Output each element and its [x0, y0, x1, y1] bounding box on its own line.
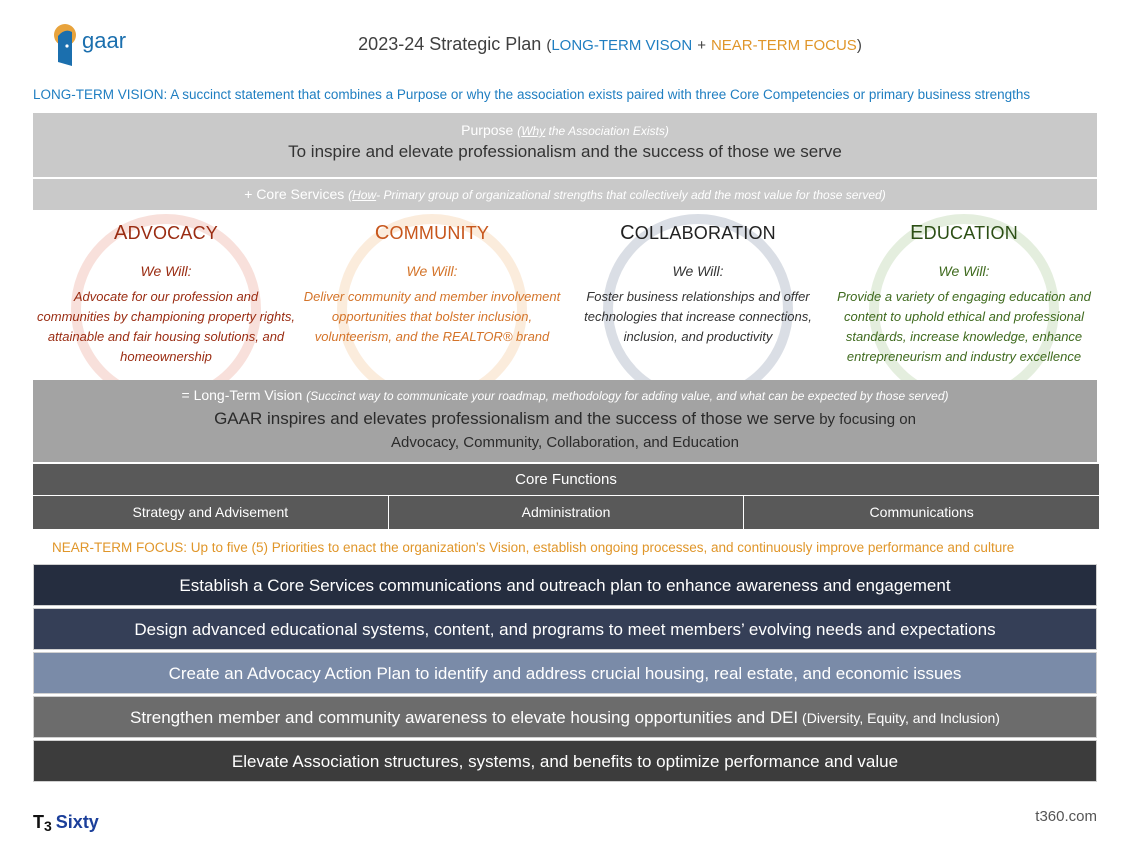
logo-text: gaar — [82, 28, 127, 53]
priority-item: Elevate Association structures, systems,… — [33, 740, 1097, 782]
core-services-note-rest: - Primary group of organizational streng… — [376, 188, 886, 202]
priority-item: Create an Advocacy Action Plan to identi… — [33, 652, 1097, 694]
core-services-band: + Core Services (How- Primary group of o… — [33, 179, 1097, 210]
purpose-label-text: Purpose — [461, 122, 514, 138]
core-functions-header: Core Functions — [33, 464, 1099, 495]
pillar-title: EDUCATION — [831, 222, 1097, 245]
gaar-door-logo-icon — [54, 24, 76, 66]
pillar-title-cap: A — [114, 222, 128, 244]
purpose-note-why: Why — [521, 124, 546, 138]
priority-item: Establish a Core Services communications… — [33, 564, 1097, 606]
priority-text: Establish a Core Services communications… — [179, 576, 951, 595]
function-communications: Communications — [869, 504, 974, 520]
vision-statement: GAAR inspires and elevates professionali… — [33, 409, 1097, 429]
priority-text: Design advanced educational systems, con… — [134, 620, 996, 639]
purpose-statement: To inspire and elevate professionalism a… — [288, 142, 842, 161]
pillar-description: Advocate for our profession and communit… — [37, 289, 295, 364]
title-plus: + — [697, 37, 706, 54]
pillar-title-cap: C — [374, 222, 390, 244]
priority-text: Create an Advocacy Action Plan to identi… — [168, 664, 962, 683]
purpose-band: Purpose (Why the Association Exists) To … — [33, 113, 1097, 177]
brand-t: T — [33, 812, 44, 832]
priorities-list: Establish a Core Services communications… — [33, 564, 1097, 784]
pillar-title-cap: C — [620, 222, 635, 244]
pillar-education: EDUCATION We Will: Provide a variety of … — [831, 210, 1097, 404]
gaar-logo[interactable]: gaar — [52, 22, 126, 66]
priority-text: Strengthen member and community awarenes… — [130, 708, 799, 727]
priority-text: Elevate Association structures, systems,… — [231, 752, 899, 771]
vision-focus-areas: Advocacy, Community, Collaboration, and … — [391, 434, 739, 451]
purpose-note-open: ( — [517, 124, 522, 138]
footer-url[interactable]: t360.com — [1035, 808, 1097, 825]
purpose-note-rest: the Association Exists) — [545, 124, 669, 138]
pillar-title: COLLABORATION — [565, 222, 831, 245]
vision-label-note: (Succinct way to communicate your roadma… — [306, 389, 949, 403]
page-title: 2023-24 Strategic Plan (LONG-TERM VISON … — [0, 34, 1128, 55]
pillar-description: Foster business relationships and offer … — [584, 289, 812, 344]
pillar-title-rest: DVOCACY — [127, 223, 218, 243]
header: gaar 2023-24 Strategic Plan (LONG-TERM V… — [0, 0, 1128, 80]
title-long-term: LONG-TERM VISON — [551, 37, 693, 54]
pillar-we-will: We Will: — [406, 263, 458, 279]
pillar-title-rest: OMMUNITY — [389, 223, 490, 243]
pillar-title-cap: E — [910, 222, 924, 244]
core-functions-list: Strategy and Advisement Administration C… — [33, 496, 1099, 529]
brand-sixty: Sixty — [55, 812, 99, 832]
title-open-paren: ( — [546, 37, 552, 54]
pillar-we-will: We Will: — [140, 263, 192, 279]
pillar-collaboration: COLLABORATION We Will: Foster business r… — [565, 210, 831, 404]
title-near-term: NEAR-TERM FOCUS — [710, 37, 857, 54]
priority-item: Strengthen member and community awarenes… — [33, 696, 1097, 738]
title-close-paren: ) — [856, 37, 862, 54]
core-services-note-open: ( — [348, 188, 353, 202]
priority-item: Design advanced educational systems, con… — [33, 608, 1097, 650]
t3-sixty-logo[interactable]: T3 Sixty — [33, 812, 99, 834]
core-services-label: + Core Services — [244, 186, 345, 202]
near-term-focus-definition: NEAR-TERM FOCUS: Up to five (5) Prioriti… — [52, 540, 1015, 555]
function-strategy-advisement: Strategy and Advisement — [33, 496, 389, 529]
pillar-description: Provide a variety of engaging education … — [837, 289, 1091, 364]
pillar-title: COMMUNITY — [299, 222, 565, 245]
pillar-we-will: We Will: — [672, 263, 724, 279]
title-main: 2023-24 Strategic Plan — [358, 34, 542, 54]
pillar-title: ADVOCACY — [33, 222, 299, 245]
priority-text-note: (Diversity, Equity, and Inclusion) — [798, 710, 1000, 726]
core-services-note-how: How — [352, 188, 377, 202]
vision-statement-tail: by focusing on — [815, 411, 916, 428]
pillar-description: Deliver community and member involvement… — [303, 289, 561, 344]
vision-statement-main: GAAR inspires and elevates professionali… — [214, 409, 816, 428]
pillar-title-rest: OLLABORATION — [634, 223, 776, 243]
pillar-community: COMMUNITY We Will: Deliver community and… — [299, 210, 565, 404]
pillar-we-will: We Will: — [938, 263, 990, 279]
brand-3: 3 — [44, 818, 52, 834]
function-administration: Administration — [389, 496, 745, 529]
purpose-label-note: (Why the Association Exists) — [517, 124, 669, 138]
vision-label: = Long-Term Vision (Succinct way to comm… — [33, 387, 1097, 403]
vision-label-text: = Long-Term Vision — [181, 387, 303, 403]
long-term-vision-definition: LONG-TERM VISION: A succinct statement t… — [33, 87, 1031, 102]
core-services-pillars: ADVOCACY We Will: Advocate for our profe… — [33, 210, 1097, 404]
pillar-advocacy: ADVOCACY We Will: Advocate for our profe… — [33, 210, 299, 404]
pillar-title-rest: DUCATION — [923, 223, 1018, 243]
long-term-vision-band: = Long-Term Vision (Succinct way to comm… — [33, 380, 1097, 462]
core-services-note: (How- Primary group of organizational st… — [348, 188, 886, 202]
purpose-label: Purpose (Why the Association Exists) — [33, 122, 1097, 138]
